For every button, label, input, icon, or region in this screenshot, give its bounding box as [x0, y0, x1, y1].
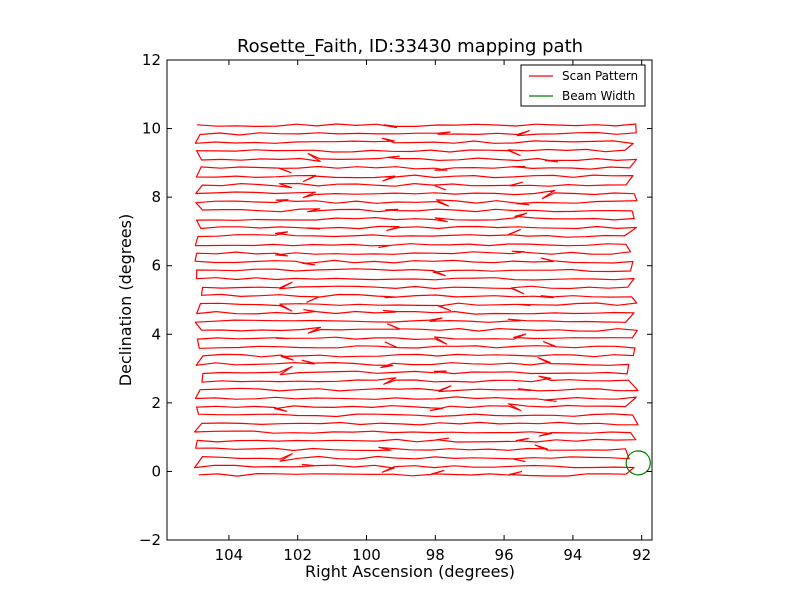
legend-box	[520, 64, 646, 107]
y-tick-label: 0	[151, 462, 161, 480]
x-tick-label: 104	[215, 546, 244, 564]
x-tick-label: 94	[563, 546, 582, 564]
x-axis-label: Right Ascension (degrees)	[305, 562, 515, 581]
x-tick-label: 100	[352, 546, 381, 564]
x-tick-label: 96	[495, 546, 514, 564]
x-tick-label: 102	[283, 546, 312, 564]
x-axis: 104 102 100 98 96 94 92	[215, 60, 651, 564]
legend-scan-pattern-label: Scan Pattern	[562, 69, 638, 83]
y-tick-label: 2	[151, 394, 161, 412]
x-tick-label: 92	[632, 546, 651, 564]
x-tick-label: 98	[426, 546, 445, 564]
y-tick-label: 8	[151, 188, 161, 206]
legend: Scan Pattern Beam Width	[520, 64, 646, 107]
scan-pattern-line	[194, 123, 639, 477]
beam-width-circle	[625, 450, 651, 476]
y-tick-label: 12	[142, 51, 161, 69]
y-tick-label: 6	[151, 257, 161, 275]
y-tick-label: 10	[142, 120, 161, 138]
y-axis: −2 0 2 4 6 8 10 12	[139, 51, 652, 549]
plot-frame	[166, 59, 653, 541]
beam-width-series	[625, 450, 651, 476]
y-axis-label: Declination (degrees)	[116, 214, 135, 386]
scan-pattern-series	[194, 123, 639, 477]
y-tick-label: 4	[151, 325, 161, 343]
y-tick-label: −2	[139, 531, 161, 549]
legend-beam-width-label: Beam Width	[562, 89, 635, 103]
chart-title: Rosette_Faith, ID:33430 mapping path	[237, 36, 583, 57]
